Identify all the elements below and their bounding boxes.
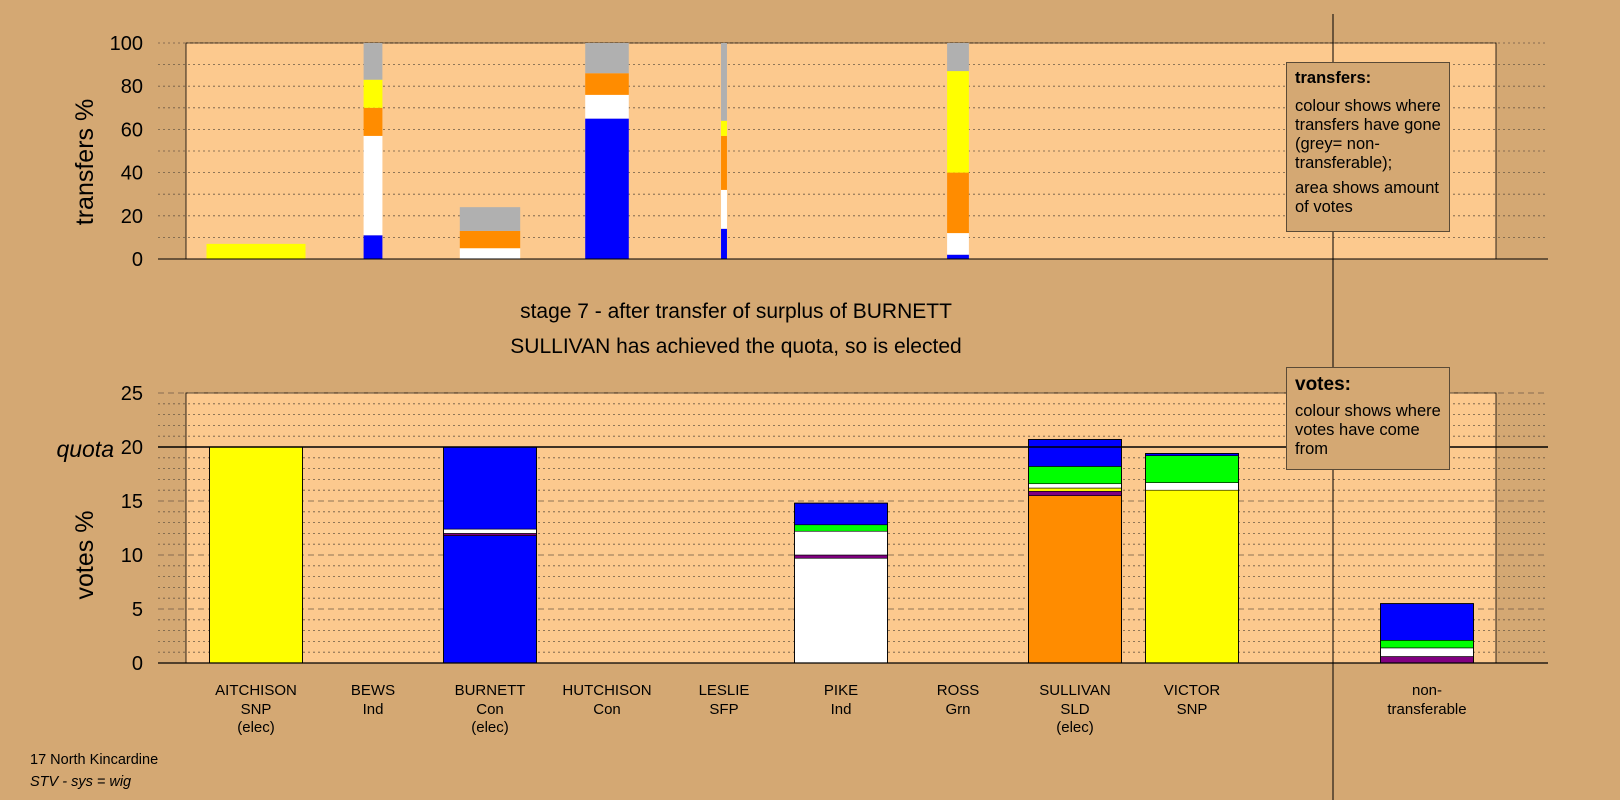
transfers-legend: transfers: colour shows where transfers … [1286,62,1450,232]
vote-segment [1028,466,1122,485]
transfer-segment [721,189,727,229]
candidate-name: ROSS [937,682,980,699]
vote-segment [1380,603,1474,641]
vote-segment [209,446,303,664]
transfer-segment [947,43,969,72]
transfer-segment [363,235,383,259]
vote-segment [1145,482,1239,491]
axis-layer: transfers % votes % quota non- transfera… [56,14,1548,800]
vote-segment [794,530,888,556]
transfers-tick-label: 40 [121,163,143,185]
vote-segment [1145,489,1239,664]
candidate-labels: AITCHISONSNP(elec)BEWSIndBURNETTCon(elec… [215,682,1220,736]
candidate-party: SFP [709,701,738,718]
transfer-segment [459,230,521,249]
candidate-name: AITCHISON [215,682,297,699]
vote-segment [1028,495,1122,664]
transfers-tick-label: 20 [121,206,143,228]
vote-segment [1380,656,1474,664]
bars-layer [206,43,1474,664]
transfers-tick-label: 0 [132,249,143,271]
transfer-segment [363,107,383,136]
transfer-segment [947,172,969,234]
candidate-status: (elec) [1056,719,1094,736]
transfer-segment [585,43,629,74]
transfer-segment [721,43,727,121]
candidate-name: SULLIVAN [1039,682,1110,699]
candidate-party: Ind [831,701,852,718]
candidate-party: Grn [945,701,970,718]
vote-segment [443,533,537,536]
candidate-party: SNP [241,701,272,718]
vote-segment [794,557,888,664]
candidate-party: SLD [1060,701,1089,718]
candidate-status: (elec) [237,719,275,736]
transfer-segment [459,248,521,259]
transfer-segment [363,43,383,80]
transfer-segment [459,207,521,231]
vote-segment [443,446,537,530]
votes-tick-label: 10 [121,545,143,567]
transfer-segment [721,228,727,259]
votes-tick-label: 0 [132,653,143,675]
transfers-tick-label: 60 [121,119,143,141]
vote-segment [1380,647,1474,657]
transfer-segment [585,118,629,259]
candidate-name: PIKE [824,682,858,699]
candidate-party: Con [476,701,504,718]
candidate-party: SNP [1177,701,1208,718]
votes-tick-label: 15 [121,491,143,513]
votes-legend-text1: colour shows where votes have come from [1295,402,1441,458]
votes-tick-label: 20 [121,437,143,459]
candidate-name: BURNETT [455,682,526,699]
transfer-segment [363,135,383,236]
votes-tick-label: 5 [132,599,143,621]
transfer-segment [721,120,727,136]
vote-segment [1028,483,1122,489]
transfers-tick-label: 100 [110,33,143,55]
quota-label: quota [56,436,114,462]
footer-system: STV - sys = wig [30,774,132,790]
candidate-name: BEWS [351,682,395,699]
transfers-tick-label: 80 [121,76,143,98]
vote-segment [794,524,888,532]
votes-legend-title: votes: [1295,374,1351,395]
transfer-segment [721,135,727,190]
candidate-party: Con [593,701,621,718]
stage-result: SULLIVAN has achieved the quota, so is e… [510,335,962,358]
vote-segment [1380,640,1474,649]
candidate-name: VICTOR [1164,682,1221,699]
transfers-legend-text1: colour shows where transfers have gone (… [1295,97,1441,172]
candidate-status: (elec) [471,719,509,736]
vote-segment [443,528,537,534]
vote-segment [1028,490,1122,496]
votes-legend: votes: colour shows where votes have com… [1286,367,1450,470]
candidate-name: LESLIE [699,682,750,699]
vote-segment [1028,487,1122,492]
vote-segment [794,502,888,526]
non-transferable-label-1: non- [1412,682,1442,699]
transfer-segment [206,243,306,259]
vote-segment [1145,455,1239,483]
votes-tick-label: 25 [121,383,143,405]
transfer-segment [585,73,629,95]
transfer-segment [585,94,629,119]
transfers-legend-title: transfers: [1295,69,1372,87]
transfers-axis-label: transfers % [71,99,99,225]
transfer-segment [947,71,969,173]
transfer-segment [947,254,969,259]
stage-title: stage 7 - after transfer of surplus of B… [520,300,952,323]
transfers-legend-text2: area shows amount of votes [1295,179,1439,216]
footer-ward: 17 North Kincardine [30,752,159,768]
candidate-party: Ind [363,701,384,718]
non-transferable-label-2: transferable [1387,701,1466,718]
candidate-name: HUTCHISON [562,682,651,699]
transfer-segment [363,79,383,108]
transfer-segment [947,233,969,255]
vote-segment [794,554,888,559]
vote-segment [443,535,537,664]
vote-segment [1028,439,1122,467]
votes-axis-label: votes % [71,511,99,600]
